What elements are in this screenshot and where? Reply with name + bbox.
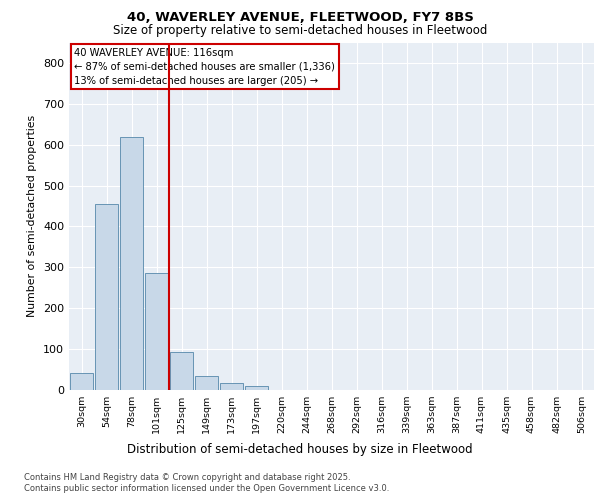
Bar — [70, 373, 94, 390]
Text: 40 WAVERLEY AVENUE: 116sqm
← 87% of semi-detached houses are smaller (1,336)
13%: 40 WAVERLEY AVENUE: 116sqm ← 87% of semi… — [74, 48, 335, 86]
Bar — [145, 274, 169, 390]
Bar — [245, 386, 268, 390]
Bar — [220, 382, 244, 390]
Bar — [194, 376, 218, 390]
Y-axis label: Number of semi-detached properties: Number of semi-detached properties — [28, 115, 37, 318]
Text: Contains public sector information licensed under the Open Government Licence v3: Contains public sector information licen… — [24, 484, 389, 493]
Text: Contains HM Land Registry data © Crown copyright and database right 2025.: Contains HM Land Registry data © Crown c… — [24, 472, 350, 482]
Text: Size of property relative to semi-detached houses in Fleetwood: Size of property relative to semi-detach… — [113, 24, 487, 37]
Bar — [95, 204, 118, 390]
Bar — [119, 138, 143, 390]
Text: Distribution of semi-detached houses by size in Fleetwood: Distribution of semi-detached houses by … — [127, 442, 473, 456]
Text: 40, WAVERLEY AVENUE, FLEETWOOD, FY7 8BS: 40, WAVERLEY AVENUE, FLEETWOOD, FY7 8BS — [127, 11, 473, 24]
Bar — [170, 352, 193, 390]
